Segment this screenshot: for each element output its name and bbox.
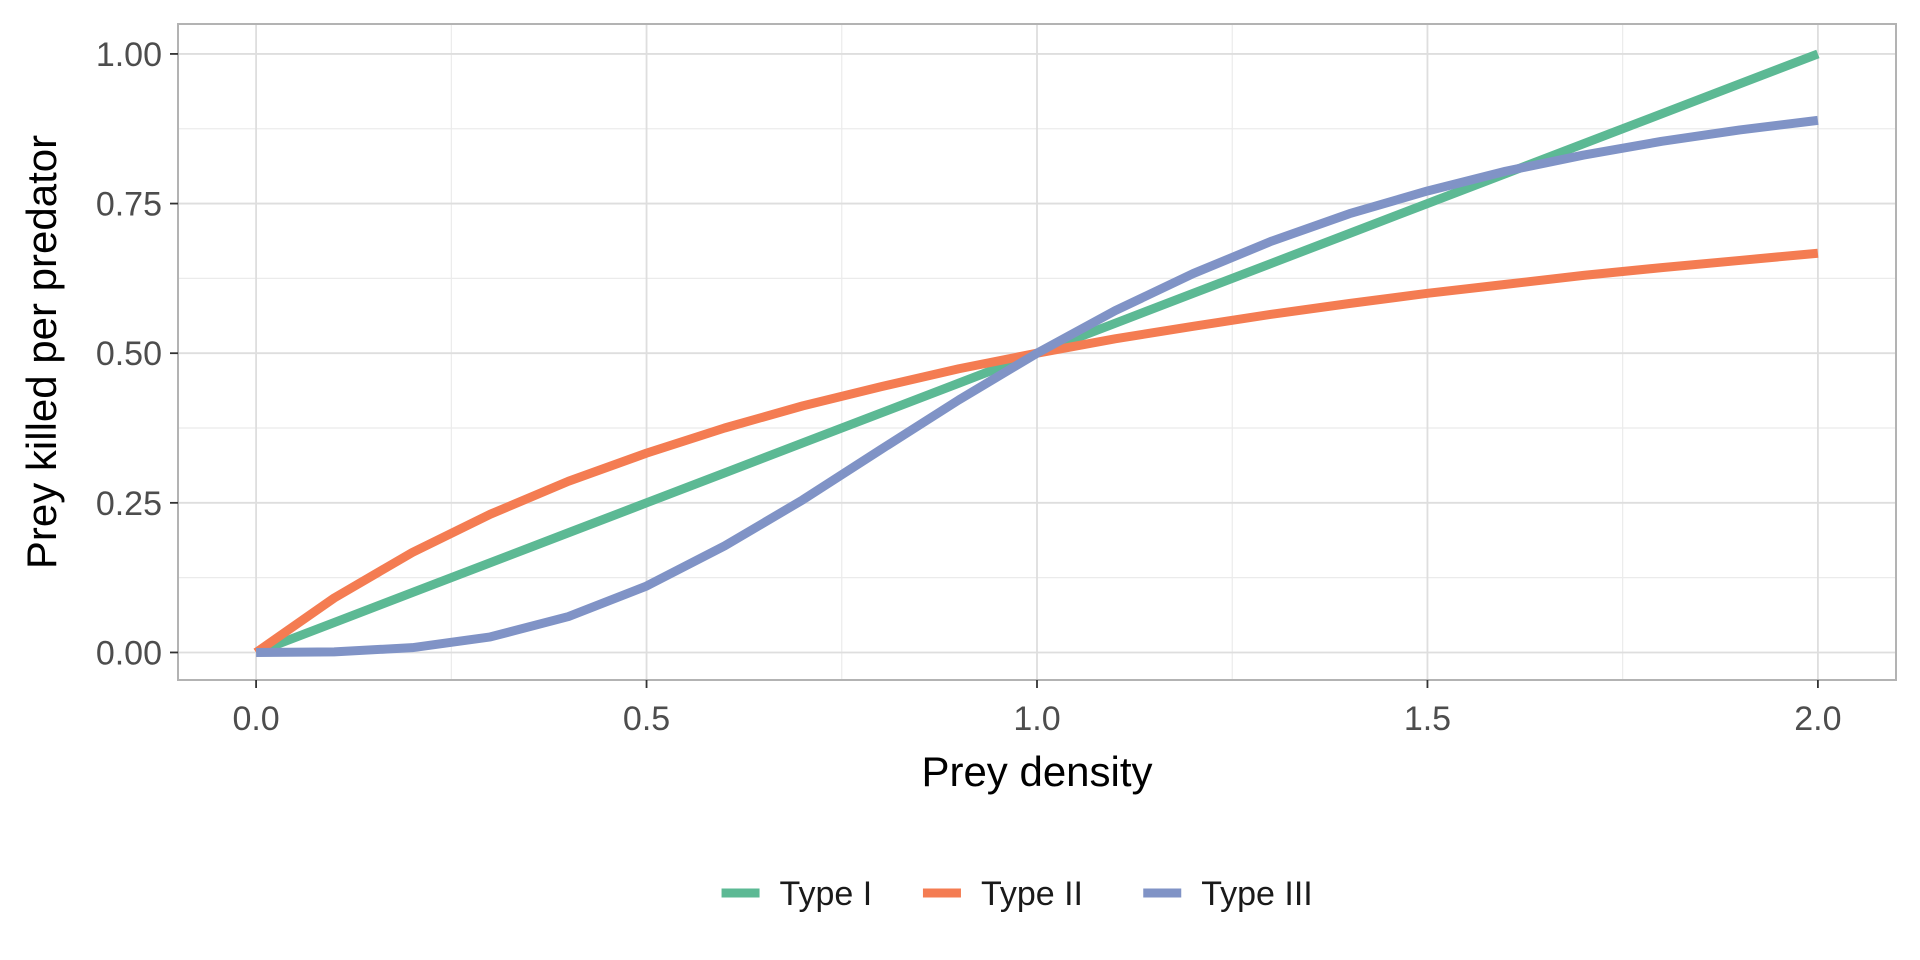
legend-label: Type II — [981, 875, 1083, 913]
x-tick-label: 0.5 — [623, 700, 670, 738]
legend-label: Type I — [780, 875, 873, 913]
legend-label: Type III — [1201, 875, 1313, 913]
y-tick-labels: 0.00 0.25 0.50 0.75 1.00 — [96, 36, 162, 673]
axis-ticks — [170, 53, 1819, 688]
y-tick-label: 0.25 — [96, 485, 162, 523]
series-line — [256, 115, 1819, 657]
y-axis-title: Prey killed per predator — [18, 135, 65, 569]
legend: Type I Type II Type III — [721, 875, 1313, 913]
x-tick-label: 0.0 — [232, 700, 279, 738]
x-tick-label: 1.5 — [1404, 700, 1451, 738]
y-tick-label: 0.00 — [96, 634, 162, 672]
y-tick-label: 1.00 — [96, 36, 162, 74]
x-tick-labels: 0.0 0.5 1.0 1.5 2.0 — [232, 700, 1841, 738]
x-tick-label: 2.0 — [1794, 700, 1841, 738]
y-tick-label: 0.75 — [96, 186, 162, 224]
x-axis-title: Prey density — [921, 748, 1152, 795]
series-lines — [253, 49, 1820, 657]
y-tick-label: 0.50 — [96, 335, 162, 373]
x-tick-label: 1.0 — [1013, 700, 1060, 738]
